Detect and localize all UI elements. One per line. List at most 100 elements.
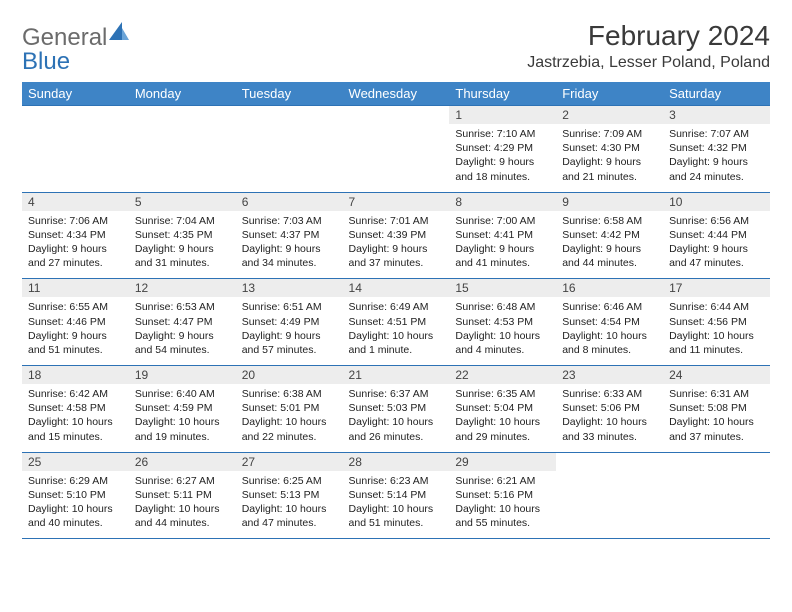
daylight-text: Daylight: 9 hours and 44 minutes. (562, 242, 657, 270)
week-row: 25Sunrise: 6:29 AMSunset: 5:10 PMDayligh… (22, 452, 770, 539)
sunset-text: Sunset: 4:44 PM (669, 228, 764, 242)
day-body: Sunrise: 6:31 AMSunset: 5:08 PMDaylight:… (663, 384, 770, 452)
daylight-text: Daylight: 9 hours and 21 minutes. (562, 155, 657, 183)
dow-monday: Monday (129, 82, 236, 106)
sunset-text: Sunset: 4:46 PM (28, 315, 123, 329)
day-body (22, 123, 129, 181)
header: General February 2024 Jastrzebia, Lesser… (22, 20, 770, 72)
day-number: 25 (22, 453, 129, 471)
day-number: 28 (343, 453, 450, 471)
sunset-text: Sunset: 5:11 PM (135, 488, 230, 502)
day-body: Sunrise: 6:58 AMSunset: 4:42 PMDaylight:… (556, 211, 663, 279)
day-body: Sunrise: 6:23 AMSunset: 5:14 PMDaylight:… (343, 471, 450, 539)
day-number: 8 (449, 193, 556, 211)
daylight-text: Daylight: 10 hours and 15 minutes. (28, 415, 123, 443)
day-cell: 20Sunrise: 6:38 AMSunset: 5:01 PMDayligh… (236, 366, 343, 453)
day-number: 5 (129, 193, 236, 211)
sunset-text: Sunset: 4:51 PM (349, 315, 444, 329)
sunrise-text: Sunrise: 6:33 AM (562, 387, 657, 401)
day-body: Sunrise: 6:29 AMSunset: 5:10 PMDaylight:… (22, 471, 129, 539)
day-body: Sunrise: 6:46 AMSunset: 4:54 PMDaylight:… (556, 297, 663, 365)
daylight-text: Daylight: 9 hours and 54 minutes. (135, 329, 230, 357)
day-body: Sunrise: 6:49 AMSunset: 4:51 PMDaylight:… (343, 297, 450, 365)
day-cell: 7Sunrise: 7:01 AMSunset: 4:39 PMDaylight… (343, 192, 450, 279)
logo-triangle-icon (109, 22, 129, 40)
daylight-text: Daylight: 10 hours and 19 minutes. (135, 415, 230, 443)
day-number: 9 (556, 193, 663, 211)
day-cell: 25Sunrise: 6:29 AMSunset: 5:10 PMDayligh… (22, 452, 129, 539)
calendar-page: General February 2024 Jastrzebia, Lesser… (0, 0, 792, 559)
day-number (22, 106, 129, 123)
sunset-text: Sunset: 4:41 PM (455, 228, 550, 242)
day-number: 29 (449, 453, 556, 471)
day-cell: 4Sunrise: 7:06 AMSunset: 4:34 PMDaylight… (22, 192, 129, 279)
day-cell: 16Sunrise: 6:46 AMSunset: 4:54 PMDayligh… (556, 279, 663, 366)
sunset-text: Sunset: 5:04 PM (455, 401, 550, 415)
day-number: 1 (449, 106, 556, 124)
day-body: Sunrise: 6:25 AMSunset: 5:13 PMDaylight:… (236, 471, 343, 539)
day-cell: 1 Sunrise: 7:10 AMSunset: 4:29 PMDaylight… (449, 106, 556, 193)
daylight-text: Daylight: 9 hours and 18 minutes. (455, 155, 550, 183)
daylight-text: Daylight: 10 hours and 11 minutes. (669, 329, 764, 357)
sunset-text: Sunset: 4:54 PM (562, 315, 657, 329)
sunrise-text: Sunrise: 6:48 AM (455, 300, 550, 314)
daylight-text: Daylight: 10 hours and 26 minutes. (349, 415, 444, 443)
sunrise-text: Sunrise: 6:55 AM (28, 300, 123, 314)
sunrise-text: Sunrise: 6:58 AM (562, 214, 657, 228)
day-number: 11 (22, 279, 129, 297)
sunrise-text: Sunrise: 6:31 AM (669, 387, 764, 401)
dow-friday: Friday (556, 82, 663, 106)
day-body: Sunrise: 7:04 AMSunset: 4:35 PMDaylight:… (129, 211, 236, 279)
week-row: 4Sunrise: 7:06 AMSunset: 4:34 PMDaylight… (22, 192, 770, 279)
daylight-text: Daylight: 9 hours and 34 minutes. (242, 242, 337, 270)
day-body: Sunrise: 6:40 AMSunset: 4:59 PMDaylight:… (129, 384, 236, 452)
day-cell: 28Sunrise: 6:23 AMSunset: 5:14 PMDayligh… (343, 452, 450, 539)
day-number: 27 (236, 453, 343, 471)
week-row: 18Sunrise: 6:42 AMSunset: 4:58 PMDayligh… (22, 366, 770, 453)
sunset-text: Sunset: 4:37 PM (242, 228, 337, 242)
dow-tuesday: Tuesday (236, 82, 343, 106)
sunrise-text: Sunrise: 7:04 AM (135, 214, 230, 228)
calendar-table: Sunday Monday Tuesday Wednesday Thursday… (22, 82, 770, 539)
day-cell: 5Sunrise: 7:04 AMSunset: 4:35 PMDaylight… (129, 192, 236, 279)
day-body: Sunrise: 6:44 AMSunset: 4:56 PMDaylight:… (663, 297, 770, 365)
day-body: Sunrise: 6:38 AMSunset: 5:01 PMDaylight:… (236, 384, 343, 452)
sunrise-text: Sunrise: 7:10 AM (455, 127, 550, 141)
day-cell: 23Sunrise: 6:33 AMSunset: 5:06 PMDayligh… (556, 366, 663, 453)
day-number: 3 (663, 106, 770, 124)
day-cell: 10Sunrise: 6:56 AMSunset: 4:44 PMDayligh… (663, 192, 770, 279)
day-number: 18 (22, 366, 129, 384)
sunset-text: Sunset: 5:13 PM (242, 488, 337, 502)
day-body: Sunrise: 6:27 AMSunset: 5:11 PMDaylight:… (129, 471, 236, 539)
sunrise-text: Sunrise: 6:40 AM (135, 387, 230, 401)
sunrise-text: Sunrise: 7:01 AM (349, 214, 444, 228)
sunrise-text: Sunrise: 6:44 AM (669, 300, 764, 314)
day-body: Sunrise: 6:48 AMSunset: 4:53 PMDaylight:… (449, 297, 556, 365)
day-number: 2 (556, 106, 663, 124)
day-cell: 26Sunrise: 6:27 AMSunset: 5:11 PMDayligh… (129, 452, 236, 539)
day-cell: 8 Sunrise: 7:00 AMSunset: 4:41 PMDaylight… (449, 192, 556, 279)
sunset-text: Sunset: 4:29 PM (455, 141, 550, 155)
day-body: Sunrise: 6:33 AMSunset: 5:06 PMDaylight:… (556, 384, 663, 452)
day-number: 20 (236, 366, 343, 384)
day-cell: 13Sunrise: 6:51 AMSunset: 4:49 PMDayligh… (236, 279, 343, 366)
sunrise-text: Sunrise: 7:00 AM (455, 214, 550, 228)
day-body: Sunrise: 7:06 AMSunset: 4:34 PMDaylight:… (22, 211, 129, 279)
daylight-text: Daylight: 9 hours and 27 minutes. (28, 242, 123, 270)
daylight-text: Daylight: 10 hours and 22 minutes. (242, 415, 337, 443)
daylight-text: Daylight: 10 hours and 44 minutes. (135, 502, 230, 530)
day-number: 12 (129, 279, 236, 297)
week-row: 11 Sunrise: 6:55 AMSunset: 4:46 PM Dayligh… (22, 279, 770, 366)
sunrise-text: Sunrise: 6:49 AM (349, 300, 444, 314)
daylight-text: Daylight: 9 hours and 41 minutes. (455, 242, 550, 270)
sunrise-text: Sunrise: 6:21 AM (455, 474, 550, 488)
day-number (343, 106, 450, 123)
day-number: 4 (22, 193, 129, 211)
day-cell: 3Sunrise: 7:07 AMSunset: 4:32 PMDaylight… (663, 106, 770, 193)
day-cell: 15Sunrise: 6:48 AMSunset: 4:53 PMDayligh… (449, 279, 556, 366)
day-cell: 29Sunrise: 6:21 AMSunset: 5:16 PMDayligh… (449, 452, 556, 539)
daylight-text: Daylight: 9 hours and 47 minutes. (669, 242, 764, 270)
sunset-text: Sunset: 4:59 PM (135, 401, 230, 415)
sunset-text: Sunset: 4:49 PM (242, 315, 337, 329)
sunrise-text: Sunrise: 6:25 AM (242, 474, 337, 488)
